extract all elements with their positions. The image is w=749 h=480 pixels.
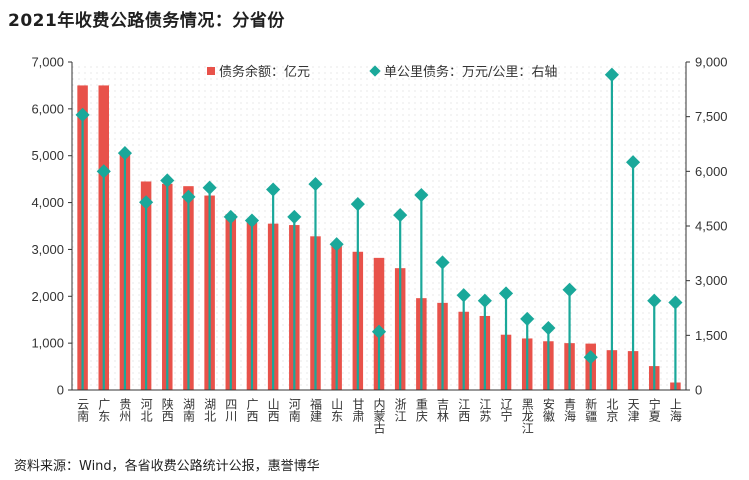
source-note: 资料来源：Wind，各省收费公路统计公报，惠誉博华 [14, 459, 320, 474]
marker-18 [435, 255, 450, 270]
marker-16 [393, 207, 408, 223]
marker-19 [456, 288, 471, 303]
left-tick-label-1: 1,000 [31, 336, 64, 351]
category-label-20: 江苏 [478, 398, 492, 422]
category-label-21: 辽宁 [499, 398, 513, 422]
marker-22 [520, 311, 535, 327]
category-label-25: 新疆 [584, 397, 598, 422]
legend: 债务余额：亿元 单公里债务：万元/公里：右轴 [207, 64, 557, 80]
marker-7 [202, 180, 217, 195]
marker-6 [181, 189, 196, 204]
marker-9 [244, 213, 260, 228]
right-tick-label-2: 3,000 [695, 273, 728, 288]
category-label-11: 河南 [287, 398, 301, 422]
left-tick-label-6: 6,000 [31, 101, 64, 116]
marker-4 [139, 195, 154, 210]
category-label-27: 天津 [626, 398, 640, 422]
category-label-8: 四川 [224, 398, 238, 422]
left-tick-label-0: 0 [57, 383, 64, 398]
marker-20 [477, 293, 492, 308]
legend-marker-label: 单公里债务：万元/公里：右轴 [384, 64, 557, 80]
left-tick-label-3: 3,000 [31, 242, 64, 257]
left-tick-label-4: 4,000 [31, 195, 64, 210]
category-label-4: 河北 [139, 398, 153, 423]
category-label-26: 北京 [605, 398, 619, 423]
category-label-15: 内蒙古 [372, 398, 386, 434]
category-label-24: 青海 [563, 398, 577, 422]
marker-15 [371, 324, 387, 339]
category-label-12: 福建 [308, 397, 322, 423]
marker-8 [223, 209, 238, 224]
category-label-9: 广西 [245, 398, 259, 422]
marker-14 [350, 197, 365, 212]
left-tick-label-5: 5,000 [31, 148, 64, 163]
marker-13 [329, 237, 344, 252]
marker-25 [583, 350, 598, 365]
category-label-29: 上海 [668, 398, 682, 422]
category-label-10: 山西 [266, 398, 280, 422]
left-tick-label-2: 2,000 [31, 289, 64, 304]
marker-17 [414, 187, 429, 203]
category-label-22: 黑龙江 [520, 398, 534, 434]
marker-12 [308, 177, 323, 192]
category-label-17: 重庆 [414, 398, 428, 422]
left-tick-label-7: 7,000 [31, 55, 64, 70]
category-label-1: 云南 [76, 398, 90, 422]
category-label-3: 贵州 [118, 398, 132, 422]
chart-title: 2021年收费公路债务情况：分省份 [8, 11, 285, 31]
right-tick-label-0: 0 [695, 383, 702, 398]
marker-5 [160, 173, 175, 188]
marker-28 [647, 293, 662, 308]
marker-23 [541, 320, 556, 336]
category-label-23: 安徽 [541, 397, 555, 422]
right-tick-label-3: 4,500 [695, 219, 728, 234]
category-label-7: 湖北 [203, 397, 217, 423]
marker-27 [625, 155, 641, 170]
marker-26 [604, 67, 619, 82]
legend-bar-label: 债务余额：亿元 [219, 64, 310, 80]
category-label-5: 陕西 [160, 397, 174, 422]
category-label-28: 宁夏 [647, 397, 661, 422]
marker-10 [266, 182, 281, 197]
category-label-19: 江西 [457, 398, 471, 422]
marker-21 [498, 286, 514, 301]
marker-29 [668, 295, 683, 310]
right-tick-label-1: 1,500 [695, 328, 728, 343]
right-tick-label-5: 7,500 [695, 109, 728, 124]
category-label-14: 甘肃 [351, 398, 365, 423]
marker-11 [287, 209, 302, 224]
marker-24 [562, 282, 577, 297]
category-label-13: 山东 [330, 398, 344, 422]
category-label-16: 浙江 [393, 398, 407, 422]
category-label-18: 吉林 [436, 398, 450, 422]
right-tick-label-6: 9,000 [695, 55, 728, 70]
right-tick-label-4: 6,000 [695, 164, 728, 179]
category-label-6: 湖南 [181, 397, 195, 422]
category-label-2: 广东 [97, 398, 111, 422]
bar-15 [373, 257, 385, 390]
legend-bar-swatch [207, 67, 215, 75]
